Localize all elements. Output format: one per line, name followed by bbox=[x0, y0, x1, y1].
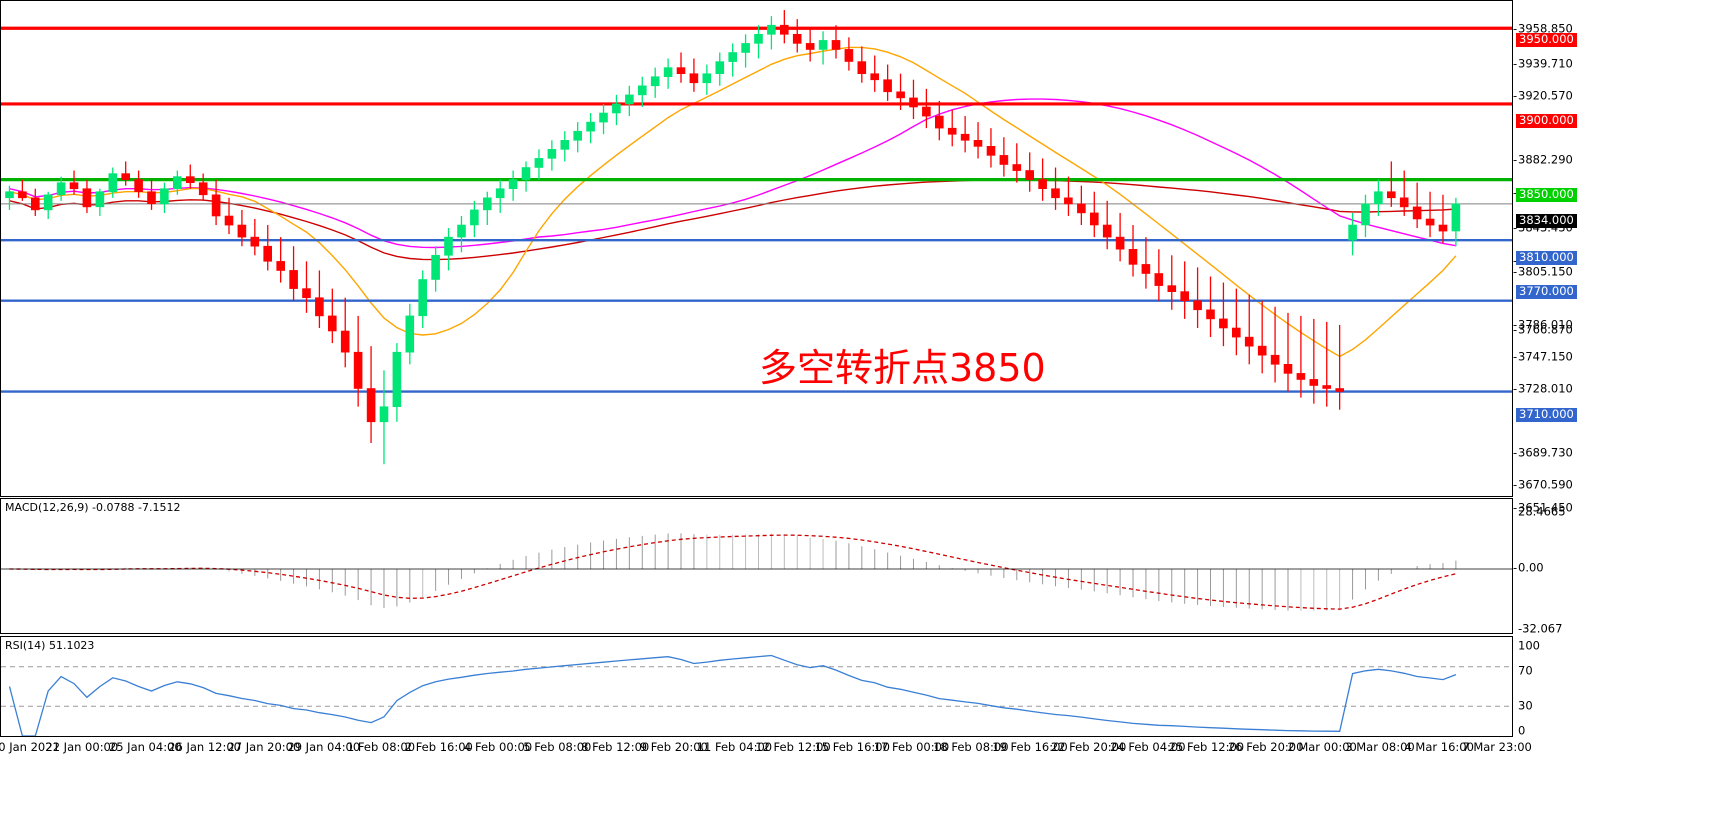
time-axis-label: 1 Feb 08:00 bbox=[346, 740, 416, 754]
time-axis-label: 4 Feb 00:00 bbox=[464, 740, 533, 754]
price-tick-label: 3958.850 bbox=[1518, 21, 1573, 36]
macd-plot bbox=[1, 499, 1512, 633]
price-tick: -3651.450 bbox=[1513, 500, 1573, 515]
time-axis-label: 5 Feb 08:00 bbox=[523, 740, 592, 754]
price-tick: -3766.870 bbox=[1513, 322, 1573, 337]
time-axis-label: 20 Jan 2021 bbox=[0, 740, 60, 754]
time-axis-label: 18 Feb 08:00 bbox=[933, 740, 1009, 754]
rsi-plot bbox=[1, 637, 1512, 736]
price-tick-label: 3805.150 bbox=[1518, 264, 1573, 279]
macd-chart-svg bbox=[1, 533, 1512, 611]
time-axis-label: 9 Feb 20:00 bbox=[639, 740, 708, 754]
time-axis-label: 2 Mar 00:00 bbox=[1287, 740, 1357, 754]
price-tick: -3958.850 bbox=[1513, 21, 1573, 36]
price-tag-support-3710[interactable]: 3710.000 bbox=[1516, 408, 1577, 422]
price-plot bbox=[1, 1, 1512, 496]
price-tick-label: 3766.870 bbox=[1518, 322, 1573, 337]
price-tag-pivot-3850[interactable]: 3850.000 bbox=[1516, 188, 1577, 202]
price-tick: -3939.710 bbox=[1513, 56, 1573, 71]
rsi-pane[interactable]: RSI(14) 51.1023 bbox=[0, 636, 1513, 737]
price-chart-svg bbox=[1, 10, 1512, 465]
price-tick: -3920.570 bbox=[1513, 88, 1573, 103]
rsi-tick: 30 bbox=[1513, 698, 1533, 713]
time-axis-label: 15 Feb 16:00 bbox=[814, 740, 890, 754]
rsi-tick: 100 bbox=[1513, 638, 1540, 653]
price-pane[interactable]: 多空转折点3850 bbox=[0, 0, 1513, 497]
price-tick: -3805.150 bbox=[1513, 264, 1573, 279]
price-tick: -3747.150 bbox=[1513, 349, 1573, 364]
macd-tick-label: -32.067 bbox=[1518, 621, 1563, 636]
time-axis-label: 4 Mar 16:00 bbox=[1404, 740, 1474, 754]
rsi-tick-label: 100 bbox=[1518, 638, 1540, 653]
rsi-tick: 70 bbox=[1513, 663, 1533, 678]
macd-tick: 28.4665 bbox=[1513, 504, 1566, 519]
time-axis-label: 29 Jan 04:00 bbox=[287, 740, 361, 754]
price-tag-resistance-3950[interactable]: 3950.000 bbox=[1516, 33, 1577, 47]
macd-tick: -32.067 bbox=[1513, 621, 1563, 636]
macd-pane[interactable]: MACD(12,26,9) -0.0788 -7.1512 bbox=[0, 498, 1513, 634]
time-axis-label: 25 Feb 12:00 bbox=[1168, 740, 1245, 754]
time-axis-label: 11 Feb 04:00 bbox=[696, 740, 773, 754]
price-scale[interactable]: -3958.850-3939.710-3920.570-3882.290-386… bbox=[1513, 0, 1725, 737]
time-axis-label: 3 Mar 08:00 bbox=[1345, 740, 1415, 754]
price-tick: -3728.010 bbox=[1513, 381, 1573, 396]
price-tag-resistance-3900[interactable]: 3900.000 bbox=[1516, 114, 1577, 128]
macd-tick-label: 0.00 bbox=[1518, 560, 1544, 575]
time-axis-label: 26 Feb 20:00 bbox=[1227, 740, 1304, 754]
price-tick: -3882.290 bbox=[1513, 152, 1573, 167]
price-tick: -3670.590 bbox=[1513, 477, 1573, 492]
time-axis-label: 26 Jan 12:00 bbox=[168, 740, 242, 754]
price-tick-label: 3728.010 bbox=[1518, 381, 1573, 396]
price-tick-label: 3786.010 bbox=[1518, 317, 1573, 332]
price-tag-support-3770[interactable]: 3770.000 bbox=[1516, 285, 1577, 299]
time-axis-label: 25 Jan 04:00 bbox=[108, 740, 182, 754]
rsi-tick: 0 bbox=[1513, 723, 1526, 738]
price-tick: -3689.730 bbox=[1513, 445, 1573, 460]
price-tick: -3786.010 bbox=[1513, 317, 1573, 332]
chart-annotation-text: 多空转折点3850 bbox=[759, 346, 1046, 390]
time-axis-label: 24 Feb 04:00 bbox=[1110, 740, 1186, 754]
price-tick-label: 3689.730 bbox=[1518, 445, 1573, 460]
price-tick-label: 3651.450 bbox=[1518, 500, 1573, 515]
time-axis-label: 17 Feb 00:00 bbox=[873, 740, 950, 754]
price-tick-label: 3882.290 bbox=[1518, 152, 1573, 167]
macd-tick-label: 28.4665 bbox=[1518, 504, 1566, 519]
time-axis-label: 12 Feb 12:00 bbox=[755, 740, 831, 754]
price-tick-label: 3747.150 bbox=[1518, 349, 1573, 364]
macd-label: MACD(12,26,9) -0.0788 -7.1512 bbox=[5, 501, 181, 514]
price-tag-last-price-3834[interactable]: 3834.000 bbox=[1516, 214, 1577, 228]
time-axis-label: 8 Feb 12:00 bbox=[581, 740, 650, 754]
rsi-tick-label: 30 bbox=[1518, 698, 1533, 713]
macd-tick: -0.00 bbox=[1513, 560, 1544, 575]
price-tick-label: 3939.710 bbox=[1518, 56, 1573, 71]
rsi-chart-svg bbox=[1, 654, 1512, 736]
rsi-label: RSI(14) 51.1023 bbox=[5, 639, 95, 652]
rsi-tick-label: 70 bbox=[1518, 663, 1533, 678]
time-axis-label: 27 Jan 20:00 bbox=[227, 740, 301, 754]
price-tick-label: 3670.590 bbox=[1518, 477, 1573, 492]
price-tick-label: 3920.570 bbox=[1518, 88, 1573, 103]
time-axis-label: 19 Feb 16:00 bbox=[992, 740, 1068, 754]
time-axis-label: 7 Mar 23:00 bbox=[1462, 740, 1532, 754]
time-axis-label: 2 Feb 16:00 bbox=[404, 740, 473, 754]
time-axis-label: 22 Jan 00:00 bbox=[45, 740, 119, 754]
time-axis-label: 22 Feb 20:00 bbox=[1050, 740, 1127, 754]
price-tag-support-3810[interactable]: 3810.000 bbox=[1516, 251, 1577, 265]
rsi-tick-label: 0 bbox=[1518, 723, 1526, 738]
